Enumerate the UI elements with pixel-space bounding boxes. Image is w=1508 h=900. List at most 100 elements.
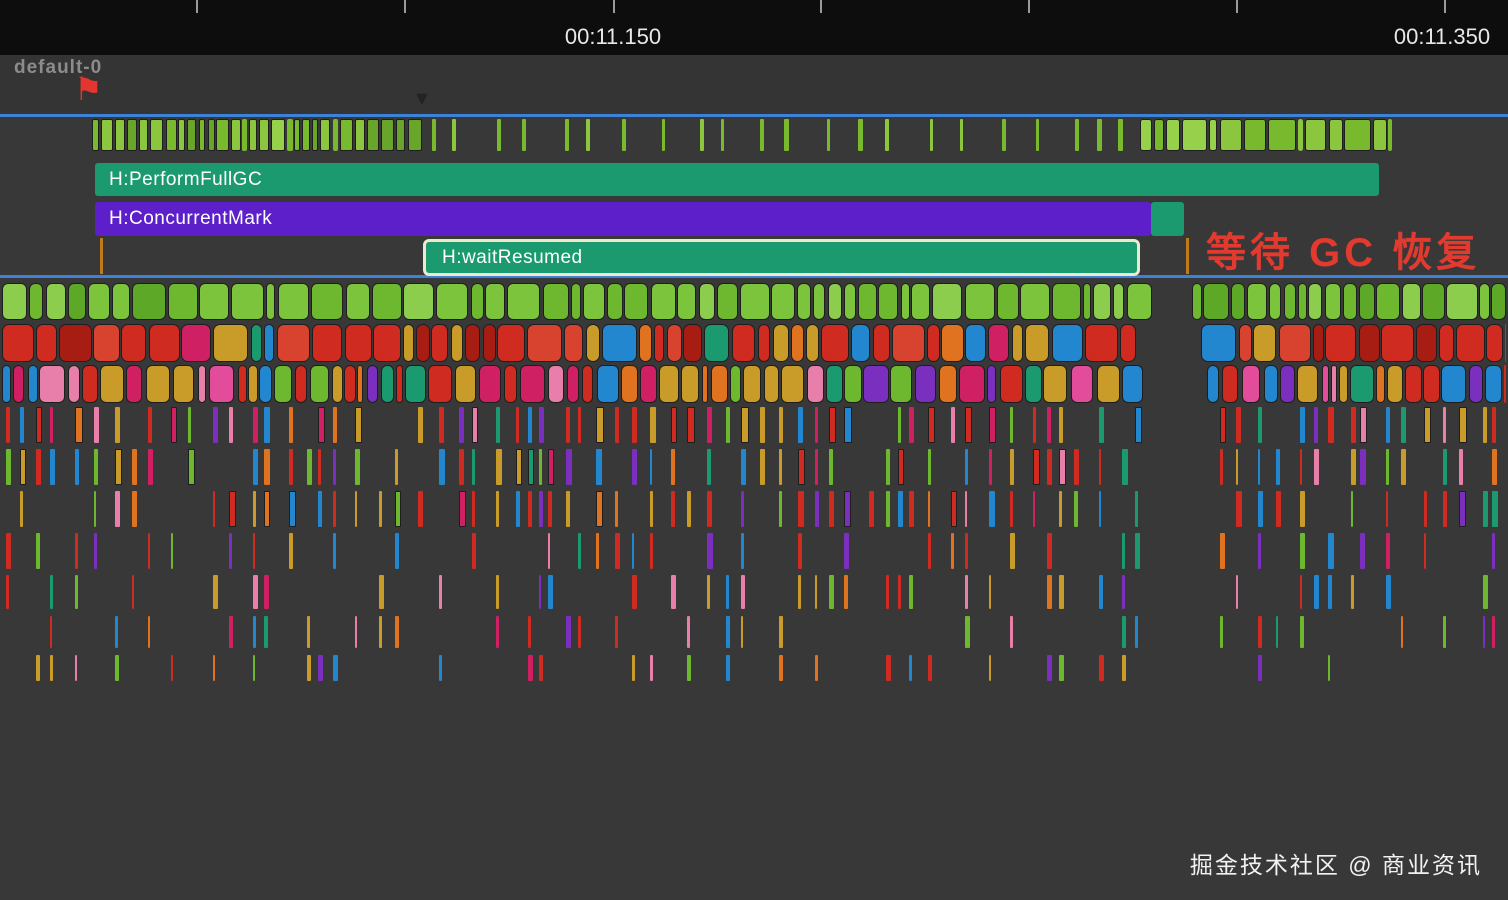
thread-activity-slice[interactable] (721, 119, 725, 151)
thread-activity-slice[interactable] (1304, 119, 1326, 151)
thread-activity-slice[interactable] (138, 119, 149, 151)
flame-slice[interactable] (577, 616, 581, 648)
flame-slice[interactable] (264, 575, 270, 609)
flame-slice[interactable] (1257, 655, 1263, 681)
flame-row-1-slice[interactable] (1401, 283, 1422, 320)
flame-slice[interactable] (379, 575, 384, 609)
thread-activity-slice[interactable] (497, 119, 502, 151)
flame-row-3-slice[interactable] (567, 365, 580, 403)
flame-slice[interactable] (1492, 407, 1496, 443)
flame-slice[interactable] (332, 533, 336, 569)
thread-activity-slice[interactable] (1208, 119, 1218, 151)
flame-slice[interactable] (868, 491, 874, 527)
flame-slice[interactable] (1073, 491, 1079, 527)
flame-row-2-slice[interactable] (120, 324, 147, 362)
flame-row-2-slice[interactable] (1312, 324, 1324, 362)
flame-row-2-slice[interactable] (344, 324, 372, 362)
flame-row-3-slice[interactable] (172, 365, 195, 403)
flame-slice[interactable] (632, 407, 637, 443)
flame-row-3-slice[interactable] (742, 365, 761, 403)
flame-slice[interactable] (528, 449, 535, 485)
flame-slice[interactable] (650, 533, 653, 569)
flame-row-1-slice[interactable] (543, 283, 570, 320)
flame-slice[interactable] (814, 407, 819, 443)
flame-slice[interactable] (725, 655, 731, 681)
flame-slice[interactable] (472, 407, 479, 443)
thread-activity-slice[interactable] (216, 119, 230, 151)
flame-slice[interactable] (252, 575, 258, 609)
flame-slice[interactable] (632, 655, 635, 681)
flame-row-1-slice[interactable] (277, 283, 309, 320)
flame-slice[interactable] (1032, 449, 1040, 485)
flame-row-2-slice[interactable] (264, 324, 275, 362)
flame-row-1-slice[interactable] (827, 283, 843, 320)
flame-slice[interactable] (1009, 491, 1014, 527)
flame-slice[interactable] (1360, 449, 1366, 485)
flame-slice[interactable] (1047, 407, 1052, 443)
flame-slice[interactable] (1257, 407, 1262, 443)
flame-row-3-slice[interactable] (82, 365, 99, 403)
flame-slice[interactable] (740, 491, 744, 527)
flame-row-3-slice[interactable] (1441, 365, 1466, 403)
flame-slice[interactable] (1327, 575, 1332, 609)
flame-slice[interactable] (1299, 407, 1306, 443)
flame-slice[interactable] (74, 449, 79, 485)
flame-slice[interactable] (74, 407, 83, 443)
thread-activity-slice[interactable] (452, 119, 457, 151)
flame-slice[interactable] (566, 491, 570, 527)
flame-row-1-slice[interactable] (739, 283, 770, 320)
flame-slice[interactable] (687, 616, 690, 648)
flame-slice[interactable] (687, 491, 692, 527)
thread-activity-slice[interactable] (1297, 119, 1304, 151)
flame-row-2-slice[interactable] (892, 324, 926, 362)
flame-row-2-slice[interactable] (1505, 324, 1506, 362)
flame-row-1-slice[interactable] (624, 283, 649, 320)
flame-row-3-slice[interactable] (659, 365, 680, 403)
flame-slice[interactable] (632, 533, 635, 569)
flame-row-3-slice[interactable] (1000, 365, 1023, 403)
flame-slice[interactable] (264, 491, 271, 527)
flame-slice[interactable] (6, 533, 11, 569)
flame-slice[interactable] (1009, 407, 1013, 443)
thread-activity-slice[interactable] (661, 119, 666, 151)
flame-slice[interactable] (989, 449, 993, 485)
flame-slice[interactable] (1385, 491, 1389, 527)
thread-activity-slice[interactable] (354, 119, 365, 151)
flame-slice[interactable] (989, 575, 992, 609)
flame-slice[interactable] (170, 407, 177, 443)
event-tick[interactable] (1186, 238, 1189, 274)
flame-row-3-slice[interactable] (844, 365, 862, 403)
flame-slice[interactable] (577, 533, 581, 569)
flag-marker-icon[interactable]: ⚑ (74, 71, 103, 107)
flame-slice[interactable] (115, 407, 120, 443)
flame-row-1-slice[interactable] (45, 283, 67, 320)
flame-row-2-slice[interactable] (402, 324, 414, 362)
flame-slice[interactable] (1458, 491, 1466, 527)
flame-row-1-slice[interactable] (1491, 283, 1506, 320)
flame-slice[interactable] (1458, 449, 1463, 485)
flame-slice[interactable] (1122, 575, 1125, 609)
flame-slice[interactable] (170, 655, 174, 681)
flame-row-3-slice[interactable] (1338, 365, 1349, 403)
flame-slice[interactable] (670, 449, 676, 485)
flame-row-3-slice[interactable] (309, 365, 330, 403)
flame-row-2-slice[interactable] (790, 324, 804, 362)
flame-slice[interactable] (1314, 407, 1319, 443)
flame-row-3-slice[interactable] (1096, 365, 1120, 403)
flame-slice[interactable] (1073, 449, 1080, 485)
flame-slice[interactable] (1275, 449, 1280, 485)
flame-row-1-slice[interactable] (1126, 283, 1153, 320)
thread-activity-slice[interactable] (621, 119, 626, 151)
flame-slice[interactable] (897, 407, 901, 443)
thread-activity-slice[interactable] (1181, 119, 1208, 151)
flame-row-3-slice[interactable] (1043, 365, 1067, 403)
flame-slice[interactable] (725, 616, 731, 648)
flame-slice[interactable] (6, 575, 10, 609)
flame-slice[interactable] (950, 407, 955, 443)
flame-slice[interactable] (538, 407, 544, 443)
flame-slice[interactable] (472, 491, 475, 527)
flame-row-3-slice[interactable] (1025, 365, 1042, 403)
flame-row-2-slice[interactable] (872, 324, 890, 362)
flame-slice[interactable] (1059, 655, 1065, 681)
thread-activity-slice[interactable] (407, 119, 423, 151)
